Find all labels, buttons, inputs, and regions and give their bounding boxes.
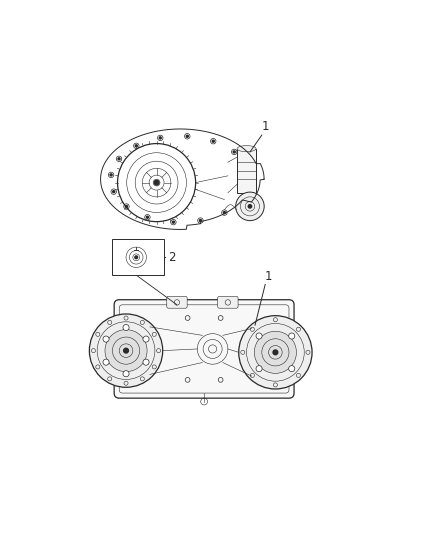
Circle shape [256, 333, 262, 339]
Circle shape [135, 145, 138, 147]
Circle shape [223, 212, 226, 214]
Circle shape [199, 220, 201, 222]
Circle shape [154, 180, 159, 185]
Ellipse shape [237, 146, 256, 152]
FancyBboxPatch shape [114, 300, 294, 398]
Circle shape [289, 366, 295, 372]
Circle shape [159, 137, 161, 139]
Circle shape [256, 366, 262, 372]
Circle shape [248, 205, 251, 208]
Circle shape [113, 191, 115, 192]
Circle shape [289, 333, 295, 339]
FancyBboxPatch shape [218, 296, 238, 308]
Circle shape [173, 221, 174, 223]
Circle shape [89, 314, 162, 387]
Circle shape [233, 151, 235, 153]
Circle shape [105, 329, 147, 372]
Circle shape [123, 325, 129, 330]
Circle shape [249, 182, 251, 184]
Circle shape [254, 332, 297, 374]
FancyBboxPatch shape [167, 296, 187, 308]
Circle shape [186, 135, 188, 138]
Text: 1: 1 [261, 120, 269, 133]
Circle shape [143, 359, 149, 365]
Circle shape [125, 206, 127, 207]
Circle shape [103, 359, 109, 365]
Circle shape [118, 158, 120, 160]
Text: 1: 1 [265, 270, 272, 282]
Circle shape [146, 216, 148, 218]
Circle shape [239, 316, 312, 389]
Circle shape [123, 370, 129, 377]
Bar [112, 239, 164, 275]
Circle shape [273, 350, 278, 354]
Bar [237, 149, 256, 193]
Text: 2: 2 [169, 251, 176, 264]
Circle shape [240, 199, 243, 200]
Circle shape [124, 348, 128, 353]
Circle shape [110, 174, 112, 176]
Circle shape [246, 166, 248, 168]
Circle shape [143, 336, 149, 342]
Circle shape [103, 336, 109, 342]
Circle shape [236, 192, 264, 221]
Circle shape [212, 140, 214, 142]
Circle shape [135, 256, 138, 259]
